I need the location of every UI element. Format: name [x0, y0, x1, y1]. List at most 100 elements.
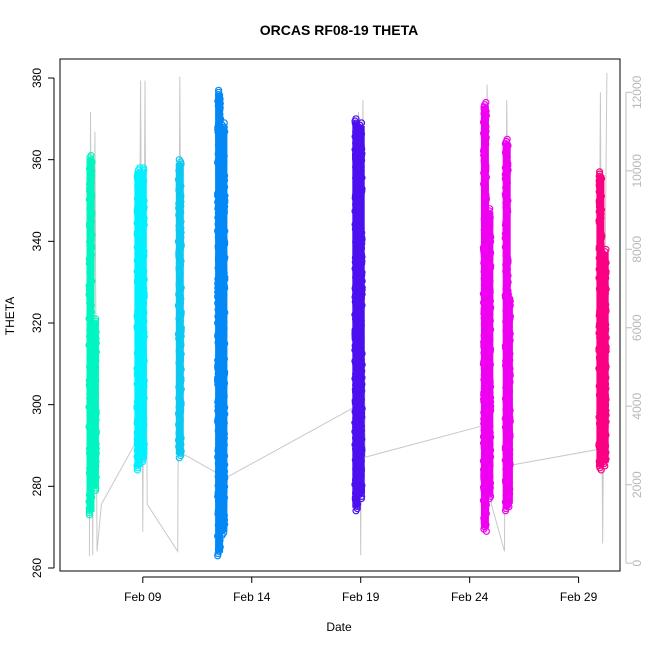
- theta-point: [175, 200, 183, 208]
- y-tick-label: 300: [30, 394, 44, 414]
- theta-point: [139, 363, 148, 372]
- theta-point: [595, 208, 603, 216]
- theta-point: [505, 387, 513, 395]
- y2-tick-label: 2000: [630, 471, 644, 498]
- theta-point: [358, 367, 366, 375]
- theta-point: [175, 178, 183, 186]
- theta-point: [140, 328, 148, 336]
- theta-point: [480, 105, 488, 113]
- theta-point: [357, 475, 365, 483]
- theta-point: [86, 271, 94, 279]
- theta-series-2: [133, 164, 148, 474]
- theta-point: [90, 405, 98, 413]
- theta-point: [358, 235, 366, 243]
- theta-point: [485, 495, 493, 503]
- theta-point: [601, 462, 609, 470]
- theta-point: [482, 107, 490, 115]
- theta-point: [86, 185, 94, 193]
- y-tick-label: 260: [30, 558, 44, 578]
- theta-point: [139, 458, 147, 466]
- theta-point: [177, 209, 185, 217]
- theta-point: [486, 440, 494, 448]
- theta-point: [91, 475, 100, 483]
- theta-point: [485, 400, 493, 408]
- theta-point: [91, 317, 100, 325]
- theta-point: [595, 168, 604, 176]
- theta-point: [480, 180, 488, 188]
- theta-point: [92, 440, 100, 448]
- theta-point: [595, 201, 604, 209]
- theta-point: [175, 454, 183, 462]
- theta-point: [139, 456, 147, 464]
- theta-point: [221, 309, 229, 317]
- theta-point: [599, 323, 608, 331]
- theta-point: [357, 486, 366, 494]
- theta-point: [601, 400, 610, 408]
- theta-point: [176, 273, 184, 281]
- theta-point: [175, 222, 183, 230]
- theta-point: [85, 491, 94, 499]
- theta-point: [505, 503, 513, 511]
- theta-point: [85, 511, 94, 519]
- theta-point: [602, 343, 610, 351]
- theta-point: [91, 368, 100, 376]
- theta-point: [90, 442, 98, 450]
- theta-point: [214, 101, 222, 110]
- theta-point: [220, 119, 228, 127]
- theta-point: [177, 374, 185, 382]
- theta-point: [87, 218, 96, 226]
- theta-point: [482, 116, 490, 124]
- theta-point: [219, 408, 227, 416]
- theta-point: [220, 331, 228, 339]
- x-axis: Feb 09 Feb 14 Feb 19 Feb 24 Feb 29: [124, 576, 598, 604]
- theta-point: [600, 415, 608, 424]
- theta-point: [218, 492, 227, 500]
- theta-point: [91, 392, 99, 400]
- theta-point: [218, 267, 226, 275]
- theta-point: [90, 341, 98, 349]
- theta-point: [502, 250, 510, 258]
- theta-point: [597, 466, 605, 474]
- theta-point: [218, 121, 226, 129]
- theta-point: [138, 181, 146, 189]
- theta-point: [91, 464, 99, 472]
- theta-point: [139, 234, 147, 242]
- theta-point: [176, 268, 184, 276]
- theta-point: [90, 337, 99, 345]
- theta-point: [503, 236, 511, 244]
- theta-point: [357, 382, 365, 391]
- theta-point: [504, 258, 512, 266]
- theta-point: [176, 319, 184, 327]
- theta-point: [140, 177, 148, 185]
- theta-point: [218, 505, 226, 513]
- theta-point: [504, 354, 512, 362]
- theta-point: [600, 429, 608, 437]
- y2-tick-label: 4000: [630, 393, 644, 420]
- theta-point: [595, 197, 603, 205]
- theta-point: [220, 205, 228, 213]
- x-tick-label: Feb 14: [233, 590, 271, 604]
- theta-point: [85, 504, 93, 512]
- y-axis-left: 260 280 300 320 340 360 380: [30, 68, 55, 578]
- theta-point: [355, 161, 363, 169]
- theta-point: [487, 383, 495, 391]
- theta-point: [486, 216, 494, 224]
- theta-point: [177, 449, 185, 457]
- x-tick-label: Feb 29: [560, 590, 598, 604]
- theta-point: [175, 279, 183, 287]
- theta-point: [177, 182, 185, 190]
- theta-point: [486, 251, 494, 259]
- theta-point: [602, 345, 610, 353]
- theta-point: [139, 188, 147, 196]
- theta-point: [357, 152, 366, 160]
- theta-point: [484, 253, 492, 261]
- y2-tick-label: 0: [630, 559, 644, 566]
- x-tick-label: Feb 24: [451, 590, 489, 604]
- theta-point: [138, 331, 146, 339]
- theta-point: [506, 461, 514, 469]
- theta-point: [140, 381, 148, 389]
- theta-point: [486, 288, 494, 296]
- theta-point: [485, 323, 493, 331]
- theta-point: [358, 145, 366, 153]
- theta-point: [177, 323, 185, 332]
